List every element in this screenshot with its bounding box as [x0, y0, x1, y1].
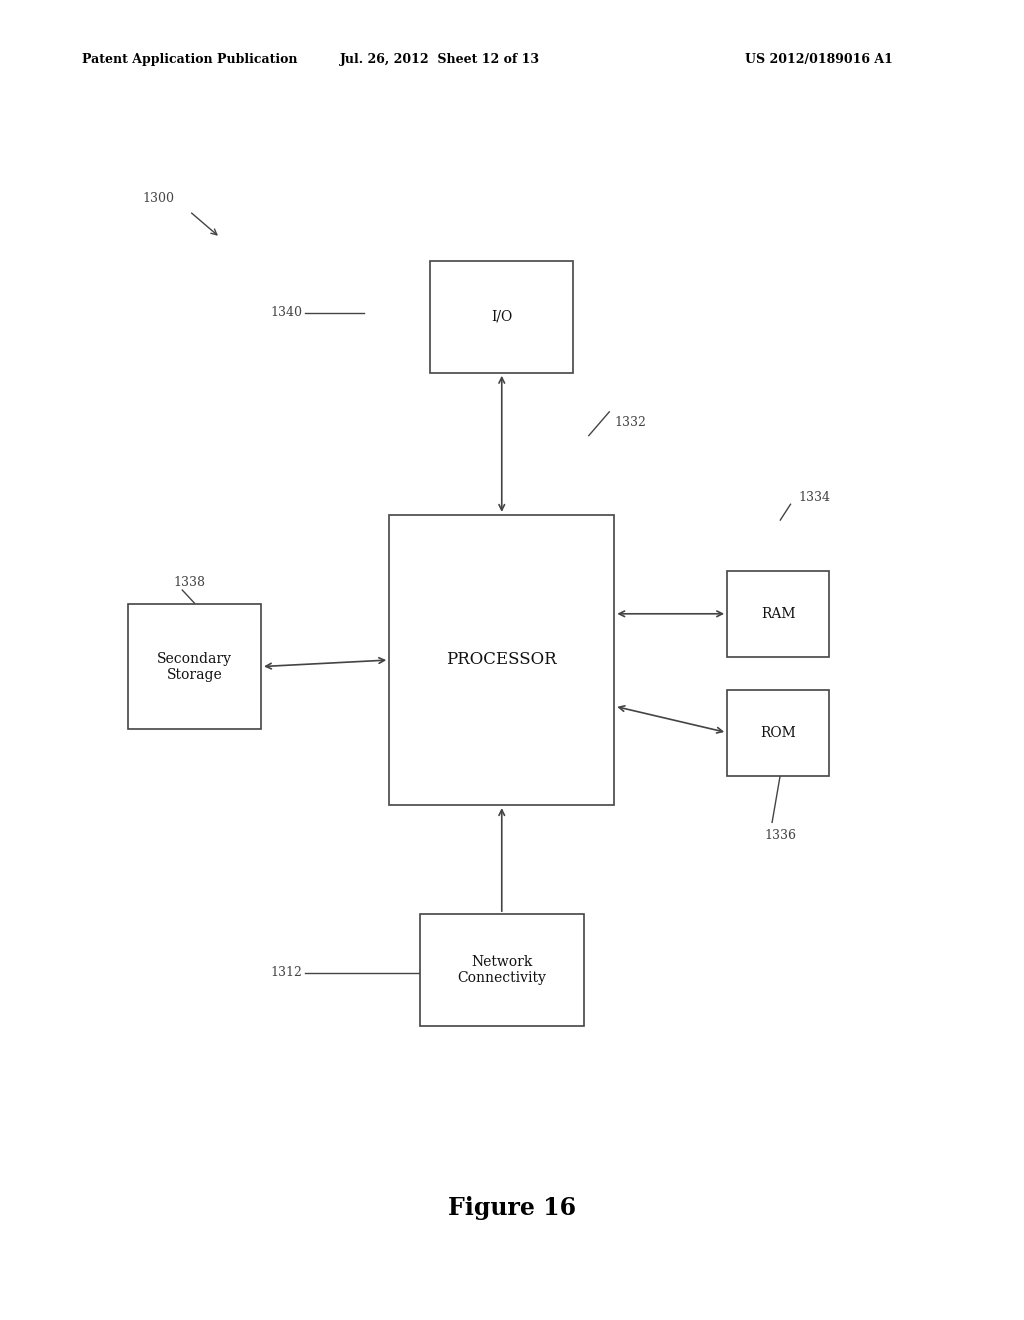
Text: I/O: I/O	[492, 310, 512, 323]
Text: PROCESSOR: PROCESSOR	[446, 652, 557, 668]
Text: Patent Application Publication: Patent Application Publication	[82, 53, 297, 66]
Text: 1312: 1312	[270, 966, 302, 979]
Bar	[420, 913, 584, 1027]
Bar	[430, 261, 573, 372]
Text: 1340: 1340	[270, 306, 302, 319]
Text: Figure 16: Figure 16	[447, 1196, 577, 1220]
Bar	[727, 689, 829, 776]
Text: US 2012/0189016 A1: US 2012/0189016 A1	[745, 53, 893, 66]
Text: RAM: RAM	[761, 607, 796, 620]
Text: 1338: 1338	[173, 576, 206, 589]
Text: 1300: 1300	[142, 191, 175, 205]
Bar	[128, 605, 261, 729]
Text: 1336: 1336	[765, 829, 797, 842]
Text: 1332: 1332	[614, 416, 646, 429]
Text: Network
Connectivity: Network Connectivity	[458, 956, 546, 985]
Bar	[727, 570, 829, 656]
Text: 1334: 1334	[799, 491, 830, 504]
Text: Jul. 26, 2012  Sheet 12 of 13: Jul. 26, 2012 Sheet 12 of 13	[340, 53, 541, 66]
Bar	[389, 515, 614, 805]
Text: Secondary
Storage: Secondary Storage	[157, 652, 232, 681]
Text: ROM: ROM	[761, 726, 796, 739]
